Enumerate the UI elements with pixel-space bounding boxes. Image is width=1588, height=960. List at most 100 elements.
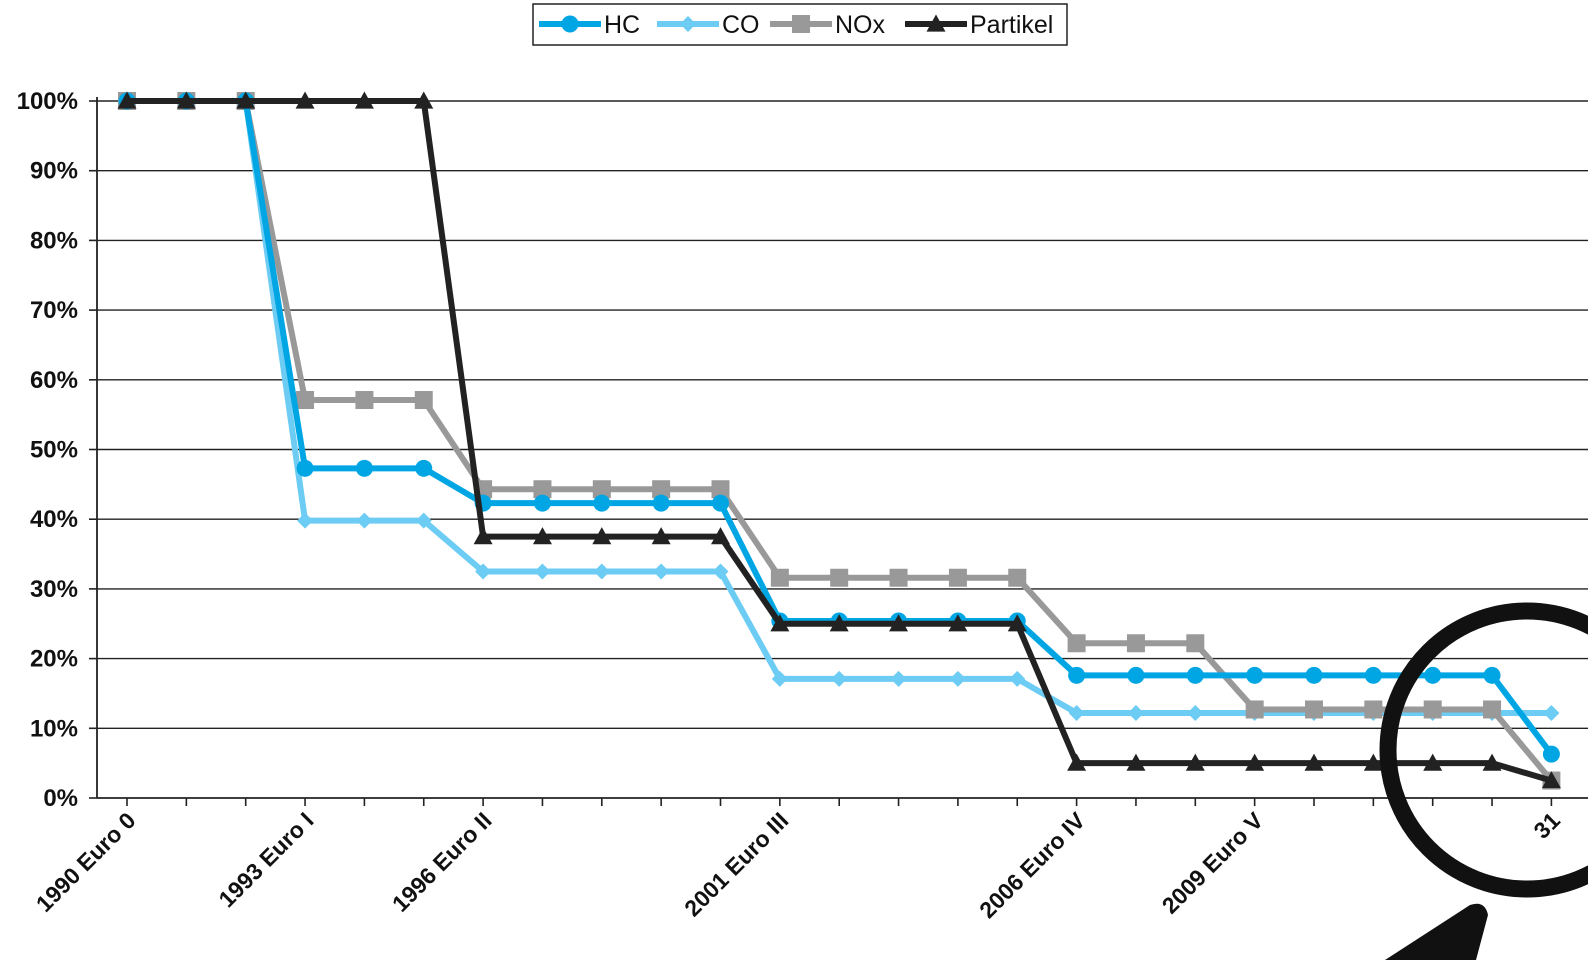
data-point (1542, 745, 1560, 763)
data-point (890, 670, 907, 687)
data-point (1423, 700, 1442, 719)
data-point (1068, 666, 1086, 684)
data-point (1424, 666, 1442, 684)
data-point (948, 568, 967, 587)
data-point (176, 91, 196, 109)
series-group (117, 91, 1561, 790)
data-point (415, 459, 433, 477)
data-point (792, 15, 810, 33)
grid-lines (97, 100, 1588, 729)
data-point (1423, 753, 1443, 771)
data-point (297, 512, 314, 529)
x-tick-label: 2009 Euro V (1157, 807, 1269, 919)
data-point (1186, 634, 1205, 653)
data-point (831, 670, 848, 687)
y-tick-label: 60% (30, 367, 78, 394)
y-tick-label: 30% (30, 576, 78, 603)
data-point (1305, 700, 1323, 719)
x-tick-label: 2001 Euro III (679, 807, 793, 921)
data-point (712, 494, 729, 512)
data-point (1067, 753, 1087, 771)
data-point (1126, 753, 1146, 771)
data-point (711, 527, 730, 545)
data-point (1364, 666, 1382, 684)
data-point (593, 494, 611, 512)
data-point (1304, 753, 1324, 771)
data-point (652, 480, 671, 499)
y-tick-label: 90% (30, 158, 78, 185)
data-point (926, 14, 946, 32)
data-point (355, 459, 373, 477)
data-point (532, 527, 552, 545)
data-point (1246, 666, 1264, 684)
data-point (296, 391, 315, 410)
data-point (592, 480, 611, 499)
y-tick-label: 40% (30, 506, 78, 533)
magnifier-overlay (1379, 602, 1588, 960)
x-tick-label: 1993 Euro I (213, 807, 318, 912)
data-point (1187, 704, 1204, 721)
data-point (889, 568, 908, 587)
data-point (651, 527, 671, 545)
axes (89, 97, 1588, 806)
y-tick-label: 70% (30, 297, 78, 324)
data-point (1541, 771, 1561, 789)
data-point (829, 614, 849, 632)
legend-item-hc: HC (539, 11, 640, 39)
data-point (475, 563, 492, 580)
data-point (533, 480, 552, 499)
y-tick-label: 0% (43, 785, 78, 812)
data-point (236, 91, 256, 109)
data-point (770, 614, 790, 632)
data-point (414, 391, 433, 410)
y-tick-label: 80% (30, 227, 78, 254)
series-partikel (117, 91, 1561, 789)
x-tick-labels: 1990 Euro 0 1993 Euro I 1996 Euro II 2001 E… (31, 807, 1565, 923)
data-point (1067, 634, 1086, 653)
legend-label: CO (722, 11, 760, 39)
legend: HC CO NOx Partikel (532, 3, 1068, 46)
data-point (653, 563, 670, 580)
legend-item-partikel: Partikel (905, 11, 1053, 39)
y-tick-label: 10% (30, 715, 78, 742)
data-point (296, 459, 314, 477)
series-line (127, 98, 1554, 756)
data-point (354, 91, 374, 109)
data-point (1009, 670, 1026, 687)
data-point (830, 568, 849, 587)
data-point (1364, 700, 1383, 719)
data-point (1483, 700, 1502, 719)
data-point (1363, 753, 1383, 771)
data-point (711, 480, 730, 499)
data-point (949, 670, 966, 687)
y-tick-label: 20% (30, 646, 78, 673)
data-point (295, 91, 315, 109)
y-tick-labels: 0% 10% 20% 30% 40% 50% 60% 70% 80% 90% 100% (17, 88, 78, 812)
legend-label: HC (604, 11, 640, 39)
x-tick-label: 1996 Euro II (387, 807, 497, 917)
data-point (1305, 666, 1323, 684)
data-point (712, 563, 729, 580)
data-point (652, 494, 670, 512)
y-tick-label: 100% (17, 88, 78, 115)
data-point (680, 16, 696, 32)
data-point (1482, 753, 1502, 771)
legend-label: Partikel (970, 11, 1053, 39)
magnifier-ring (1379, 602, 1588, 898)
data-point (356, 512, 373, 529)
data-point (1127, 704, 1144, 721)
legend-item-nox: NOx (770, 11, 886, 39)
data-point (1483, 666, 1501, 684)
data-point (593, 563, 610, 580)
data-point (948, 614, 968, 632)
data-point (1008, 568, 1027, 587)
data-point (533, 494, 551, 512)
data-point (1126, 634, 1145, 653)
data-point (473, 527, 493, 545)
data-point (534, 563, 551, 580)
data-point (771, 670, 788, 687)
data-point (117, 91, 137, 109)
data-point (1245, 753, 1265, 771)
data-point (414, 91, 434, 109)
